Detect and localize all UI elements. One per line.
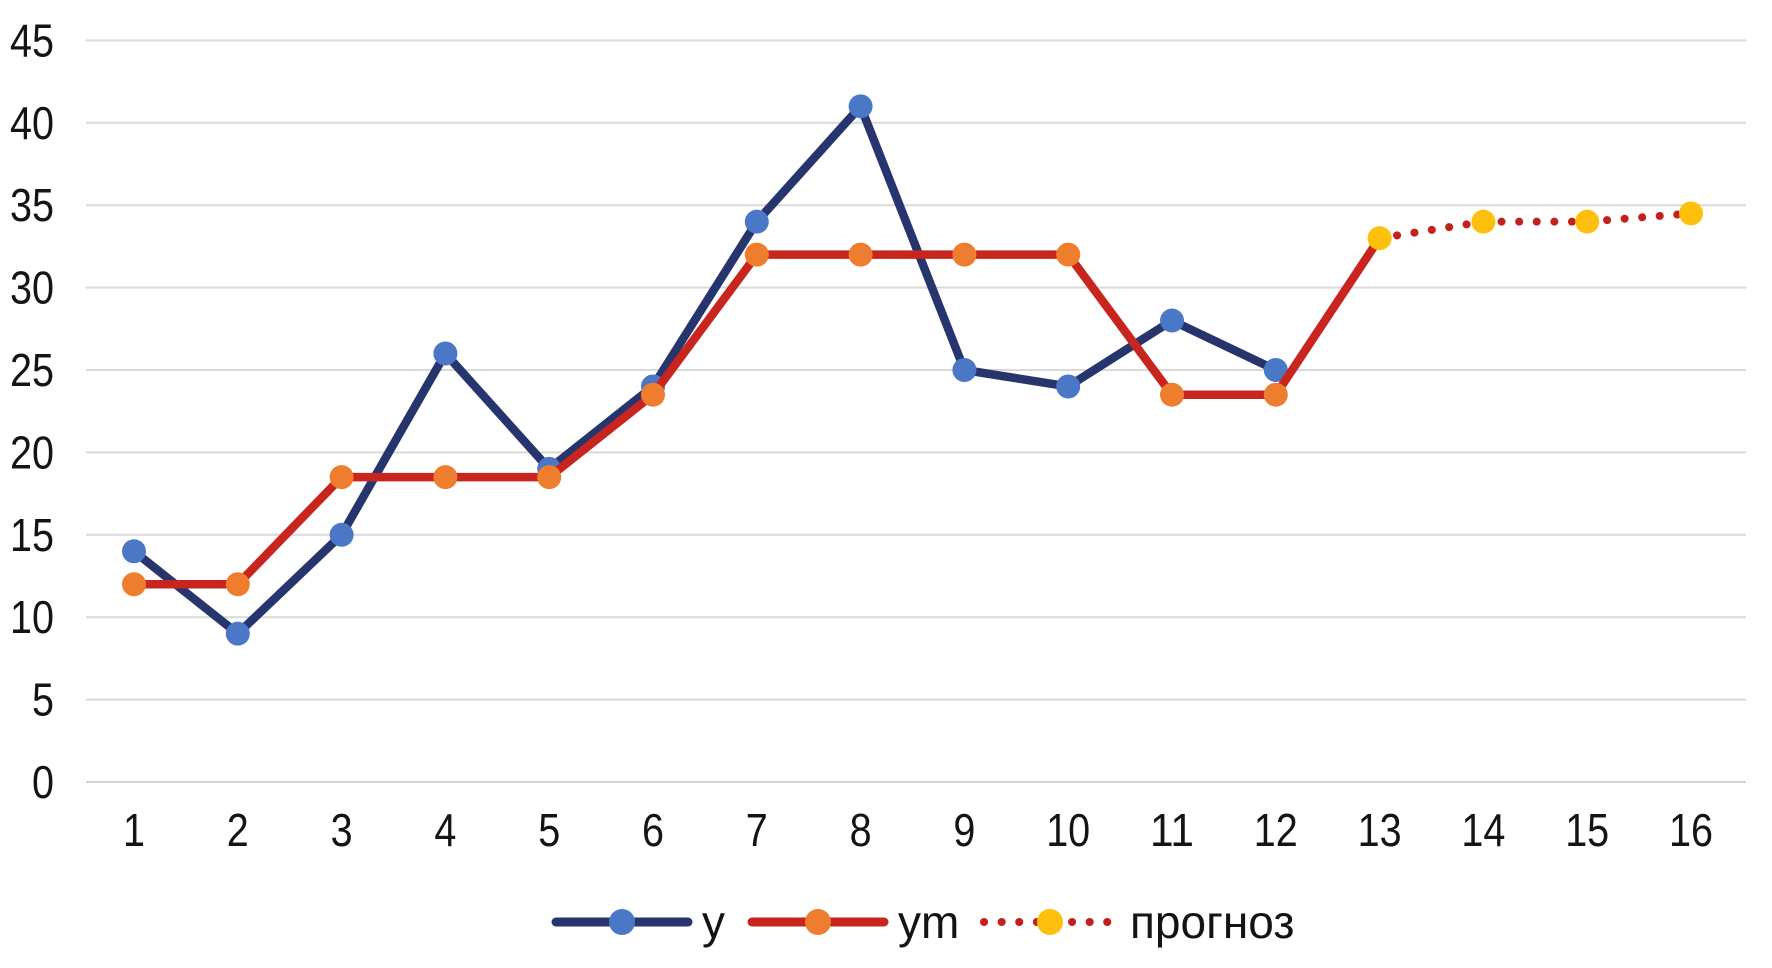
series-ym-marker-4 bbox=[433, 465, 458, 490]
x-axis-tick-10: 10 bbox=[1046, 804, 1090, 856]
y-axis-tick-labels: 0 5 10 15 20 25 30 35 40 45 bbox=[10, 14, 54, 808]
x-axis-tick-labels: 1 2 3 4 5 6 7 8 9 10 11 12 13 14 15 16 bbox=[123, 804, 1713, 856]
x-axis-tick-16: 16 bbox=[1669, 804, 1713, 856]
x-axis-tick-8: 8 bbox=[850, 804, 872, 856]
x-axis-tick-7: 7 bbox=[746, 804, 768, 856]
y-axis-tick-25: 25 bbox=[10, 344, 54, 396]
series-ym-marker-8 bbox=[848, 242, 873, 267]
y-axis-tick-20: 20 bbox=[10, 426, 54, 478]
legend-item-ym: ym bbox=[747, 896, 959, 948]
series-y-marker-2 bbox=[225, 621, 250, 646]
legend-marker-forecast bbox=[1037, 909, 1063, 935]
legend-label-ym: ym bbox=[898, 896, 959, 948]
series-ym-marker-9 bbox=[952, 242, 977, 267]
series-y-marker-4 bbox=[433, 341, 458, 366]
legend-marker-y bbox=[609, 909, 635, 935]
legend-label-y: y bbox=[702, 896, 725, 948]
x-axis-tick-4: 4 bbox=[434, 804, 456, 856]
series-y-line bbox=[129, 102, 1281, 638]
series-ym-marker-7 bbox=[744, 242, 769, 267]
x-axis-tick-5: 5 bbox=[538, 804, 560, 856]
y-axis-tick-5: 5 bbox=[32, 674, 54, 726]
series-ym-marker-5 bbox=[537, 465, 562, 490]
x-axis-tick-9: 9 bbox=[953, 804, 975, 856]
series-forecast-marker-15 bbox=[1575, 209, 1600, 234]
series-forecast-marker-16 bbox=[1679, 201, 1703, 226]
x-axis-tick-2: 2 bbox=[227, 804, 249, 856]
x-axis-tick-3: 3 bbox=[331, 804, 353, 856]
series-ym-marker-11 bbox=[1160, 382, 1184, 407]
x-axis-tick-11: 11 bbox=[1150, 804, 1194, 856]
x-axis-tick-6: 6 bbox=[642, 804, 664, 856]
series-ym-marker-12 bbox=[1263, 382, 1288, 407]
series-y-marker-7 bbox=[744, 209, 769, 234]
series-y-marker-3 bbox=[329, 522, 354, 547]
series-y-marker-9 bbox=[952, 358, 977, 382]
y-axis-tick-15: 15 bbox=[10, 509, 54, 561]
y-axis-tick-45: 45 bbox=[10, 14, 54, 66]
y-axis-tick-35: 35 bbox=[10, 179, 54, 231]
y-axis-tick-30: 30 bbox=[10, 262, 54, 314]
y-axis-tick-40: 40 bbox=[10, 97, 54, 149]
series-y-marker-10 bbox=[1056, 374, 1081, 399]
series-forecast-marker-14 bbox=[1471, 209, 1496, 234]
legend-marker-ym bbox=[805, 909, 831, 935]
legend: y ym прогноз bbox=[551, 896, 1294, 948]
series-y-marker-8 bbox=[848, 94, 873, 119]
gridlines bbox=[86, 39, 1746, 783]
legend-label-forecast: прогноз bbox=[1130, 896, 1294, 948]
series-y-marker-1 bbox=[122, 539, 146, 564]
series-forecast-line bbox=[1375, 209, 1695, 243]
series-ym-line bbox=[129, 233, 1384, 589]
x-axis-tick-14: 14 bbox=[1461, 804, 1505, 856]
x-axis-tick-12: 12 bbox=[1254, 804, 1298, 856]
series-ym-marker-6 bbox=[641, 382, 665, 407]
y-axis-tick-10: 10 bbox=[10, 591, 54, 643]
series-forecast bbox=[1367, 201, 1703, 251]
x-axis-tick-13: 13 bbox=[1358, 804, 1402, 856]
series-forecast-marker-13 bbox=[1367, 226, 1392, 251]
legend-item-forecast: прогноз bbox=[980, 896, 1294, 948]
series-ym-marker-1 bbox=[122, 572, 146, 597]
series-y-marker-12 bbox=[1263, 358, 1288, 382]
series-ym-marker-3 bbox=[329, 465, 354, 490]
x-axis-tick-15: 15 bbox=[1565, 804, 1609, 856]
series-y bbox=[122, 94, 1288, 646]
y-axis-tick-0: 0 bbox=[32, 756, 54, 808]
series-ym bbox=[122, 233, 1384, 597]
series-ym-marker-10 bbox=[1056, 242, 1081, 267]
series-y-marker-11 bbox=[1160, 308, 1184, 333]
legend-item-y: y bbox=[551, 896, 725, 948]
x-axis-tick-1: 1 bbox=[123, 804, 145, 856]
series-ym-marker-2 bbox=[225, 572, 250, 597]
